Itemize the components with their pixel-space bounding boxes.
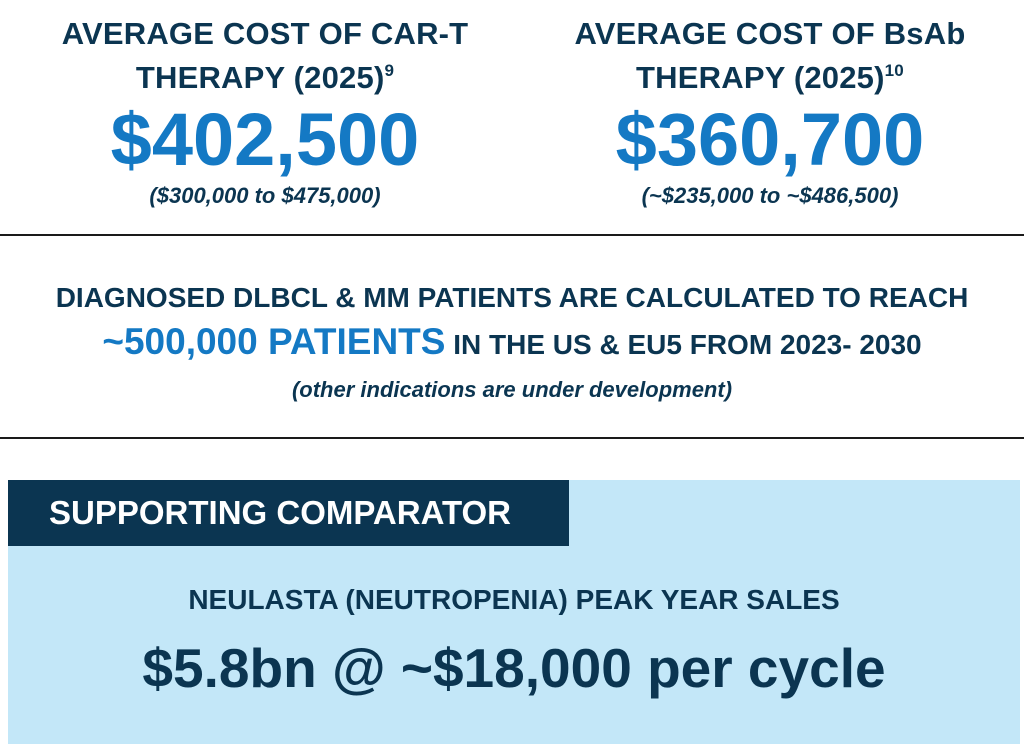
- comparator-tab-label: SUPPORTING COMPARATOR: [49, 494, 512, 531]
- patients-highlight: ~500,000 PATIENTS: [102, 321, 446, 362]
- car-t-footnote: 9: [384, 61, 395, 80]
- patients-block: DIAGNOSED DLBCL & MM PATIENTS ARE CALCUL…: [0, 278, 1024, 404]
- comparator-tab: SUPPORTING COMPARATOR: [8, 480, 569, 546]
- car-t-title-line2: THERAPY (2025): [135, 60, 385, 95]
- bsab-cost-value: $360,700: [615, 98, 925, 181]
- comparator-subtitle: NEULASTA (NEUTROPENIA) PEAK YEAR SALES: [188, 584, 840, 615]
- bsab-title-line2: THERAPY (2025): [636, 60, 885, 95]
- divider-top: [0, 234, 1024, 236]
- bsab-title-line1: AVERAGE COST OF BsAb: [574, 16, 966, 51]
- comparator-panel: SUPPORTING COMPARATOR NEULASTA (NEUTROPE…: [8, 480, 1020, 744]
- car-t-cost-range: ($300,000 to $475,000): [149, 183, 381, 208]
- car-t-title-line1: AVERAGE COST OF CAR-T: [61, 16, 469, 51]
- patients-line2-rest: IN THE US & EU5 FROM 2023- 2030: [445, 329, 922, 360]
- bsab-cost-title: AVERAGE COST OF BsAb THERAPY (2025)10: [520, 12, 1020, 100]
- patients-note: (other indications are under development…: [291, 377, 733, 402]
- bsab-cost-block: AVERAGE COST OF BsAb THERAPY (2025)10 $3…: [520, 12, 1020, 210]
- patients-line1: DIAGNOSED DLBCL & MM PATIENTS ARE CALCUL…: [55, 282, 969, 313]
- comparator-headline: $5.8bn @ ~$18,000 per cycle: [142, 637, 886, 699]
- car-t-cost-block: AVERAGE COST OF CAR-T THERAPY (2025)9 $4…: [30, 12, 500, 210]
- bsab-footnote: 10: [884, 61, 904, 80]
- car-t-cost-value: $402,500: [110, 98, 420, 181]
- patients-line2: ~500,000 PATIENTS IN THE US & EU5 FROM 2…: [0, 318, 1024, 374]
- bsab-cost-range: (~$235,000 to ~$486,500): [641, 183, 899, 208]
- divider-bottom: [0, 437, 1024, 439]
- car-t-cost-title: AVERAGE COST OF CAR-T THERAPY (2025)9: [30, 12, 500, 100]
